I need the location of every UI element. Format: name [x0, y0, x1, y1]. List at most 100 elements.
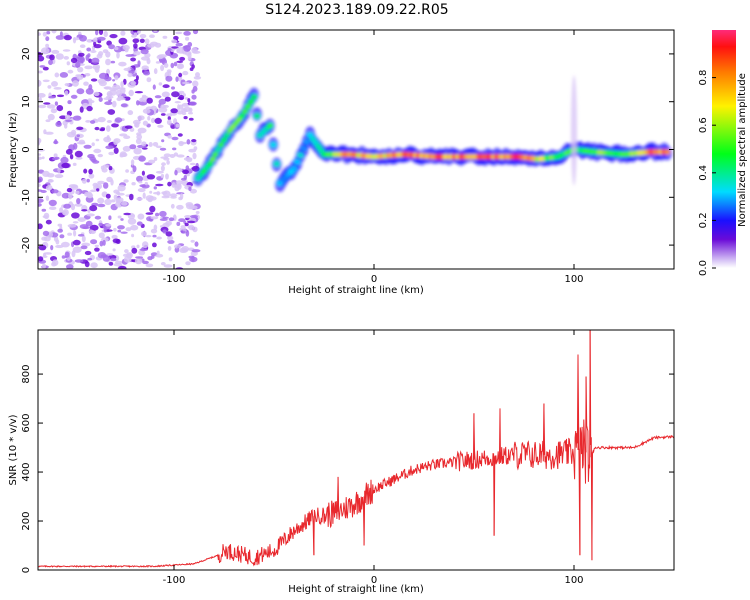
noise-blob — [79, 44, 86, 48]
noise-blob — [102, 239, 106, 246]
noise-blob — [86, 178, 90, 183]
noise-blob — [76, 88, 85, 95]
noise-blob — [86, 47, 92, 52]
noise-blob — [159, 210, 167, 217]
noise-blob — [48, 59, 53, 66]
noise-blob — [114, 75, 119, 81]
noise-blob — [97, 203, 106, 208]
noise-blob — [186, 139, 191, 145]
noise-blob — [178, 196, 183, 201]
noise-blob — [185, 165, 190, 171]
ridge-core — [250, 94, 258, 100]
noise-blob — [185, 36, 190, 41]
noise-blob — [173, 61, 178, 67]
noise-blob — [184, 97, 189, 100]
noise-blob — [189, 67, 194, 71]
noise-blob — [73, 142, 78, 150]
noise-blob — [155, 253, 164, 258]
noise-blob — [129, 144, 137, 150]
noise-blob — [50, 245, 54, 251]
noise-blob — [194, 241, 199, 247]
noise-blob — [171, 136, 179, 141]
ridge-core — [209, 156, 216, 162]
snr-frame — [37, 329, 675, 571]
noise-blob — [85, 88, 94, 95]
noise-blob — [57, 228, 63, 233]
noise-blob — [191, 94, 197, 100]
noise-blob — [155, 183, 164, 187]
noise-blob — [175, 42, 183, 47]
noise-blob — [72, 37, 77, 44]
noise-blob — [79, 35, 87, 42]
noise-blob — [59, 72, 69, 78]
noise-blob — [38, 32, 41, 36]
noise-blob — [66, 131, 76, 138]
noise-blob — [84, 73, 91, 77]
noise-blob — [93, 91, 100, 97]
noise-blob — [181, 112, 187, 115]
noise-blob — [72, 239, 81, 246]
noise-blob — [133, 51, 141, 56]
noise-blob — [72, 115, 82, 121]
noise-blob — [45, 219, 52, 225]
noise-blob — [54, 101, 59, 106]
noise-blob — [45, 119, 51, 123]
noise-blob — [102, 164, 110, 169]
noise-blob — [159, 147, 167, 151]
noise-blob — [61, 192, 71, 199]
noise-blob — [77, 66, 84, 73]
ridge-core — [247, 99, 255, 105]
noise-blob — [142, 241, 149, 249]
noise-blob — [105, 58, 111, 66]
noise-blob — [181, 246, 190, 252]
ridge-core — [309, 136, 316, 142]
noise-blob — [67, 69, 74, 74]
snr-y-axis-label: SNR (10 * v/v) — [8, 414, 19, 485]
noise-blob — [168, 217, 175, 222]
noise-blob — [90, 50, 97, 53]
ridge-core — [217, 142, 225, 148]
spectrogram-noise-region — [38, 30, 202, 269]
snr-y-ticks: 0 200 400 600 800 — [21, 365, 674, 573]
noise-blob — [158, 82, 163, 86]
noise-blob — [77, 234, 85, 237]
noise-blob — [195, 72, 200, 78]
noise-blob — [95, 183, 103, 190]
noise-blob — [178, 90, 185, 94]
noise-blob — [63, 203, 72, 209]
noise-blob — [130, 224, 139, 231]
noise-blob — [45, 43, 49, 48]
noise-blob — [188, 186, 192, 191]
noise-blob — [138, 155, 146, 162]
noise-blob — [145, 212, 154, 215]
noise-blob — [138, 249, 146, 256]
noise-blob — [49, 206, 57, 210]
noise-blob — [139, 248, 148, 251]
noise-blob — [133, 43, 138, 49]
noise-blob — [170, 203, 175, 209]
x-tick-label: -100 — [163, 274, 186, 285]
snr-line — [38, 330, 674, 569]
noise-blob — [153, 191, 161, 195]
noise-blob — [50, 108, 58, 114]
noise-blob — [43, 212, 50, 220]
snr-x-axis-label: Height of straight line (km) — [288, 584, 424, 595]
noise-blob — [118, 61, 127, 67]
noise-blob — [169, 193, 178, 198]
noise-blob — [131, 182, 136, 186]
noise-blob — [176, 221, 181, 226]
noise-blob — [120, 81, 124, 88]
noise-blob — [98, 222, 104, 227]
noise-blob — [122, 44, 130, 51]
noise-blob — [84, 65, 93, 70]
noise-blob — [87, 98, 92, 102]
noise-blob — [114, 46, 119, 51]
colorbar-label: Normalized spectral amplitude — [737, 73, 748, 227]
noise-blob — [68, 184, 78, 189]
noise-blob — [90, 78, 98, 82]
noise-blob — [160, 262, 166, 266]
noise-blob — [118, 37, 128, 45]
noise-blob — [38, 244, 47, 251]
noise-blob — [76, 134, 81, 137]
noise-blob — [112, 79, 116, 82]
